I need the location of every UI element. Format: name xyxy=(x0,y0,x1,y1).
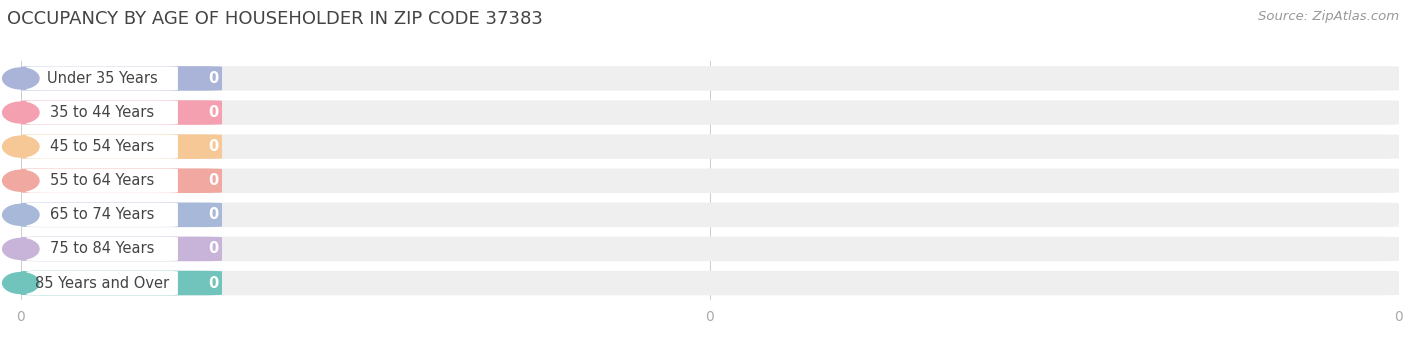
Text: 35 to 44 Years: 35 to 44 Years xyxy=(51,105,155,120)
FancyBboxPatch shape xyxy=(27,100,179,125)
Text: 75 to 84 Years: 75 to 84 Years xyxy=(51,241,155,256)
Text: 0: 0 xyxy=(208,207,219,222)
Text: 55 to 64 Years: 55 to 64 Years xyxy=(51,173,155,188)
FancyBboxPatch shape xyxy=(21,66,1399,91)
FancyBboxPatch shape xyxy=(21,203,1399,227)
Text: Under 35 Years: Under 35 Years xyxy=(46,71,157,86)
Text: 0: 0 xyxy=(208,276,219,291)
FancyBboxPatch shape xyxy=(21,203,222,227)
FancyBboxPatch shape xyxy=(21,168,1399,193)
FancyBboxPatch shape xyxy=(21,100,222,125)
FancyBboxPatch shape xyxy=(21,134,222,159)
Ellipse shape xyxy=(3,102,39,123)
Ellipse shape xyxy=(3,272,39,294)
FancyBboxPatch shape xyxy=(21,66,222,91)
Text: 85 Years and Over: 85 Years and Over xyxy=(35,276,169,291)
Ellipse shape xyxy=(3,170,39,191)
Text: 0: 0 xyxy=(208,71,219,86)
FancyBboxPatch shape xyxy=(21,237,222,261)
Text: 0: 0 xyxy=(208,241,219,256)
FancyBboxPatch shape xyxy=(27,237,179,261)
Ellipse shape xyxy=(3,68,39,89)
FancyBboxPatch shape xyxy=(27,203,179,227)
Text: Source: ZipAtlas.com: Source: ZipAtlas.com xyxy=(1258,10,1399,23)
FancyBboxPatch shape xyxy=(21,271,1399,295)
FancyBboxPatch shape xyxy=(21,237,1399,261)
FancyBboxPatch shape xyxy=(27,66,179,91)
Text: 45 to 54 Years: 45 to 54 Years xyxy=(51,139,155,154)
FancyBboxPatch shape xyxy=(21,168,222,193)
Text: 0: 0 xyxy=(208,139,219,154)
Ellipse shape xyxy=(3,238,39,260)
FancyBboxPatch shape xyxy=(27,168,179,193)
FancyBboxPatch shape xyxy=(21,100,1399,125)
Ellipse shape xyxy=(3,136,39,157)
FancyBboxPatch shape xyxy=(27,134,179,159)
Text: 65 to 74 Years: 65 to 74 Years xyxy=(51,207,155,222)
Text: OCCUPANCY BY AGE OF HOUSEHOLDER IN ZIP CODE 37383: OCCUPANCY BY AGE OF HOUSEHOLDER IN ZIP C… xyxy=(7,10,543,28)
Text: 0: 0 xyxy=(208,105,219,120)
FancyBboxPatch shape xyxy=(21,271,222,295)
FancyBboxPatch shape xyxy=(27,271,179,295)
FancyBboxPatch shape xyxy=(21,134,1399,159)
Ellipse shape xyxy=(3,204,39,225)
Text: 0: 0 xyxy=(208,173,219,188)
